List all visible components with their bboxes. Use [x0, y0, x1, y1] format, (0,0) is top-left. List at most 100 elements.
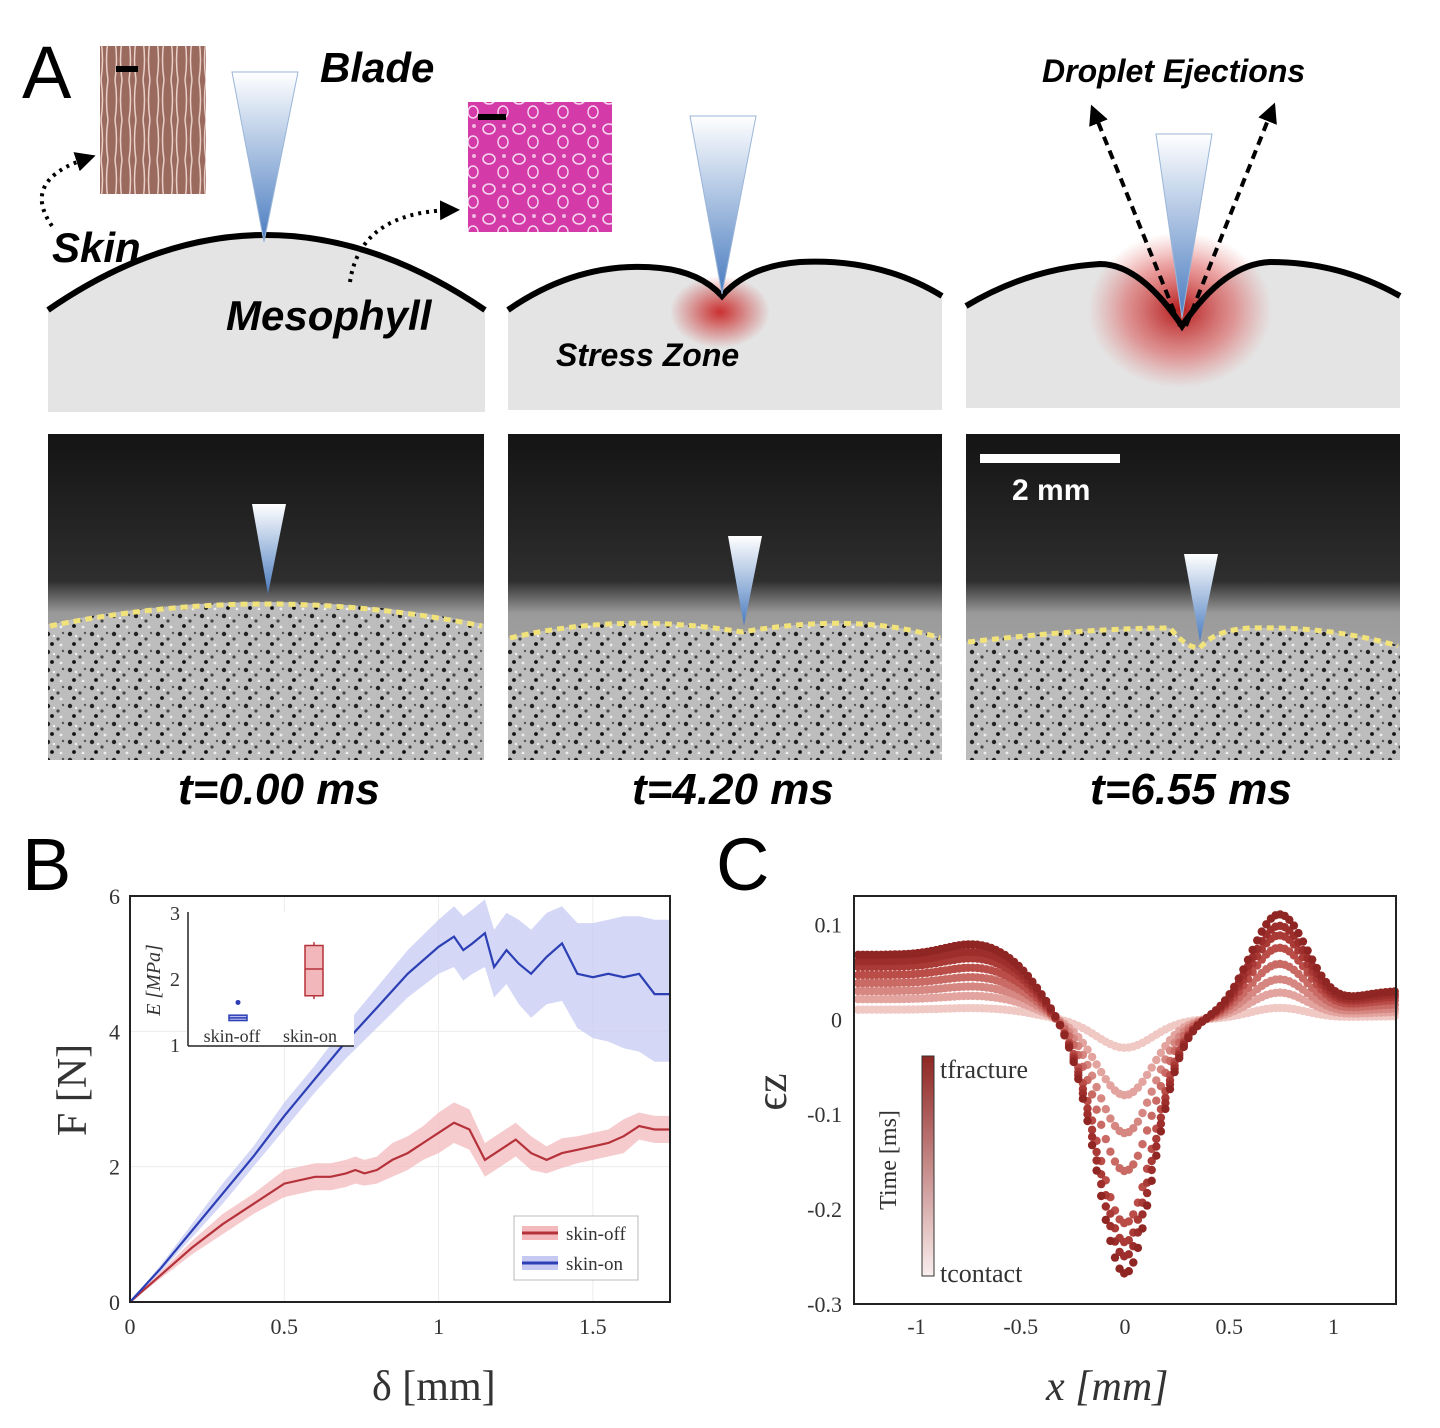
strain-point: [1133, 1083, 1143, 1092]
panel-b-bands: [130, 899, 670, 1302]
strain-series-0: [854, 1003, 1399, 1053]
strain-point: [1037, 990, 1046, 999]
strain-point: [1147, 1111, 1156, 1121]
strain-point: [1064, 1043, 1074, 1052]
strain-point: [1060, 1031, 1069, 1040]
strain-point: [1101, 1134, 1111, 1144]
strain-point: [1161, 1098, 1170, 1108]
strain-point: [1165, 1084, 1175, 1094]
strain-point: [1051, 1012, 1060, 1021]
skin-scale-bar: [116, 66, 138, 72]
photo-scale-bar: [980, 454, 1120, 463]
c-ytick: -0.3: [807, 1292, 842, 1317]
strain-point: [1092, 1082, 1101, 1092]
droplet-ejections-label: Droplet Ejections: [1042, 53, 1305, 89]
blade-icon-3: [1155, 133, 1213, 319]
speckle-1: [48, 602, 484, 760]
strain-point: [1097, 1094, 1106, 1103]
strain-point: [1142, 1098, 1152, 1107]
strain-point: [1078, 1094, 1088, 1103]
panel-c-letter: C: [716, 823, 769, 906]
strain-point: [1097, 1179, 1106, 1189]
strain-point: [1087, 1141, 1097, 1150]
strain-point: [1262, 920, 1271, 929]
scale-bar-label: 2 mm: [1012, 474, 1090, 507]
mesophyll-micrograph: [468, 102, 612, 232]
strain-point: [1147, 1176, 1156, 1186]
c-ytick: -0.1: [807, 1102, 842, 1127]
strain-point: [1156, 1048, 1166, 1058]
panel-a-letter: A: [22, 31, 72, 114]
strain-point: [1152, 1134, 1161, 1144]
tissue-block-1: [48, 235, 485, 412]
panel-b-letter: B: [22, 823, 71, 906]
strain-point: [1138, 1077, 1147, 1087]
strain-point: [1133, 1117, 1143, 1126]
blade-icon-2: [689, 115, 757, 295]
time-label-2: t=4.20 ms: [632, 765, 834, 814]
strain-point: [1142, 1188, 1152, 1198]
inset-ytick-2: 2: [170, 969, 180, 991]
c-ytick: 0.1: [815, 912, 843, 937]
strain-point: [1042, 996, 1051, 1006]
interface-line-2: [509, 620, 941, 641]
panel-b-ylabel: F [N]: [50, 1044, 96, 1136]
c-ytick: -0.2: [807, 1197, 842, 1222]
strain-point: [1087, 1052, 1097, 1062]
line-skin-off: [129, 1121, 670, 1303]
strain-point: [1234, 974, 1244, 983]
inset-bg: [186, 912, 354, 1046]
strain-point: [1106, 1236, 1115, 1246]
stress-zone-3: [1088, 232, 1272, 388]
strain-point: [1170, 1067, 1179, 1077]
blade-icon: [231, 71, 299, 243]
strain-point: [1129, 1124, 1138, 1133]
strain-point: [1133, 1151, 1143, 1161]
strain-point: [1390, 987, 1399, 996]
line-skin-on: [129, 931, 670, 1303]
strain-point: [1097, 1191, 1106, 1201]
strain-point: [1083, 1116, 1092, 1126]
strain-point: [1156, 1119, 1166, 1129]
strain-point: [1055, 1020, 1065, 1030]
b-ytick: 0: [109, 1290, 120, 1315]
panel-b-axes-box: [129, 895, 671, 1303]
panel-c-points: [854, 910, 1399, 1278]
panel-b-lines: [129, 931, 670, 1303]
strain-point: [1023, 971, 1033, 981]
strain-point: [1294, 928, 1303, 938]
colorbar-bottom-label: tcontact: [940, 1259, 1023, 1288]
schematic-1: Blade Skin Mesophyll: [39, 44, 612, 412]
inset-boxes: [228, 942, 324, 1022]
panel-c-xlabel: x [mm]: [1045, 1364, 1169, 1410]
c-xtick: 0.5: [1215, 1314, 1243, 1339]
c-xtick: 1: [1328, 1314, 1339, 1339]
c-xtick: 0: [1120, 1314, 1131, 1339]
skin-label: Skin: [52, 224, 141, 271]
strain-point: [1101, 1215, 1111, 1225]
c-ytick: 0: [831, 1007, 842, 1032]
inset-cat-skin-on: skin-on: [283, 1026, 337, 1046]
strain-point: [1087, 1090, 1097, 1099]
b-xtick: 0: [125, 1314, 136, 1339]
strain-point: [1101, 1105, 1111, 1114]
inset-ylabel: E [MPa]: [143, 944, 165, 1017]
inset-outlier: [235, 999, 241, 1005]
strain-point: [1303, 946, 1312, 955]
band-skin-on: [130, 899, 670, 1302]
photo-3: 2 mm: [966, 434, 1400, 760]
strain-point: [1239, 965, 1248, 974]
strain-point: [1092, 1060, 1101, 1069]
strain-point: [1129, 1160, 1138, 1169]
legend-label-skin-off: skin-off: [566, 1224, 626, 1245]
b-ytick: 4: [109, 1019, 120, 1044]
mesophyll-label: Mesophyll: [226, 292, 433, 339]
strain-point: [1152, 1096, 1161, 1105]
inset-ytick-3: 3: [170, 903, 180, 925]
colorbar-top-label: tfracture: [940, 1055, 1028, 1084]
strain-point: [1097, 1067, 1106, 1077]
schematic-3: Droplet Ejections: [964, 53, 1402, 408]
panel-c: C -1 -0.5 0 0.5 10.10-0.1-0.2-0.3 x [mm] ϵz …: [716, 823, 1399, 1410]
interface-line-1: [49, 601, 483, 629]
strain-point: [1152, 1076, 1161, 1085]
